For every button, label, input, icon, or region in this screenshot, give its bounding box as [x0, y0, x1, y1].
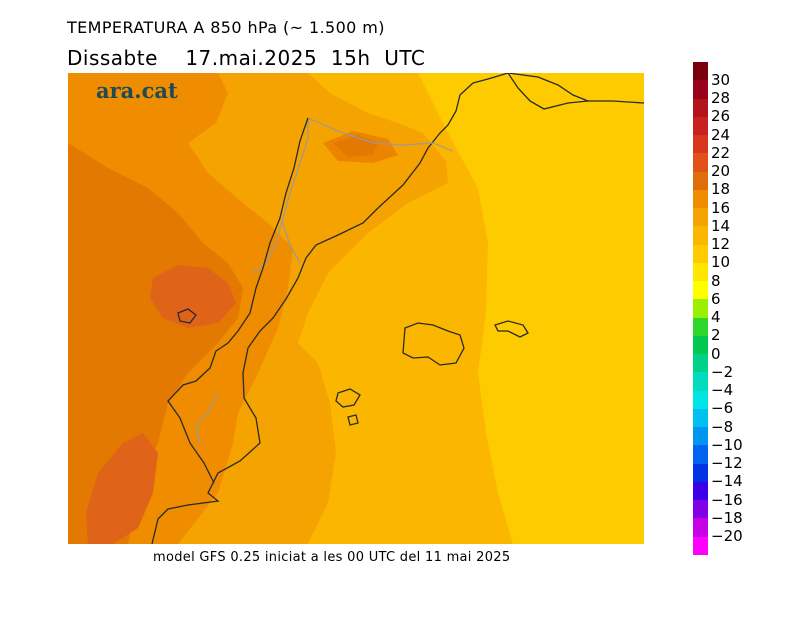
temp-band-20-22 — [86, 433, 158, 544]
scale-label: −16 — [711, 490, 743, 509]
scale-swatch — [693, 80, 708, 99]
scale-swatch — [693, 354, 708, 373]
scale-swatch — [693, 445, 708, 465]
scale-label: 14 — [711, 216, 731, 235]
scale-swatch — [693, 62, 708, 81]
scale-label: 16 — [711, 198, 731, 217]
scale-label: −14 — [711, 472, 743, 491]
scale-swatch — [693, 481, 708, 501]
scale-swatch — [693, 116, 708, 136]
scale-label: −12 — [711, 454, 743, 473]
scale-label: 18 — [711, 180, 731, 199]
scale-label: 12 — [711, 235, 731, 254]
scale-label: −2 — [711, 362, 734, 381]
scale-swatch — [693, 317, 708, 337]
scale-swatch — [693, 153, 708, 173]
map-valid-time: Dissabte 17.mai.2025 15h UTC — [67, 46, 426, 70]
scale-swatch — [693, 500, 708, 519]
scale-label: 22 — [711, 143, 731, 162]
scale-swatch — [693, 390, 708, 410]
scale-label: 10 — [711, 253, 731, 272]
scale-label: −10 — [711, 435, 743, 454]
scale-label: −6 — [711, 399, 734, 418]
scale-swatch — [693, 463, 708, 483]
scale-swatch — [693, 299, 708, 319]
scale-swatch — [693, 171, 708, 191]
scale-label: 2 — [711, 326, 721, 345]
scale-label: 0 — [711, 344, 721, 363]
scale-swatch — [693, 372, 708, 392]
temp-band-18-20 — [68, 143, 243, 544]
scale-swatch — [693, 518, 708, 538]
scale-swatch — [693, 335, 708, 355]
scale-label: 30 — [711, 70, 731, 89]
scale-label: 6 — [711, 289, 721, 308]
scale-label: −4 — [711, 381, 734, 400]
scale-swatch — [693, 262, 708, 282]
scale-label: 28 — [711, 89, 731, 108]
temperature-color-scale — [693, 62, 708, 556]
scale-swatch — [693, 281, 708, 300]
scale-label: −20 — [711, 527, 743, 546]
scale-swatch — [693, 208, 708, 227]
ara-cat-logo: ara.cat — [96, 78, 178, 103]
scale-label: 8 — [711, 271, 721, 290]
scale-swatch — [693, 536, 708, 556]
scale-swatch — [693, 98, 708, 118]
map-title: TEMPERATURA A 850 hPa (~ 1.500 m) — [67, 18, 385, 37]
political-border — [167, 73, 589, 484]
model-info: model GFS 0.25 iniciat a les 00 UTC del … — [153, 550, 511, 565]
scale-swatch — [693, 135, 708, 154]
scale-swatch — [693, 189, 708, 209]
border — [195, 117, 454, 446]
scale-label: −8 — [711, 417, 734, 436]
scale-label: 26 — [711, 107, 731, 126]
scale-label: 4 — [711, 308, 721, 327]
scale-swatch — [693, 226, 708, 246]
scale-label: −18 — [711, 508, 743, 527]
scale-swatch — [693, 244, 708, 264]
scale-label: 20 — [711, 162, 731, 181]
scale-swatch — [693, 408, 708, 428]
scale-swatch — [693, 427, 708, 446]
temperature-map — [68, 73, 644, 544]
coastline — [151, 73, 644, 544]
scale-label: 24 — [711, 125, 731, 144]
temp-band-20-22 — [150, 265, 236, 328]
